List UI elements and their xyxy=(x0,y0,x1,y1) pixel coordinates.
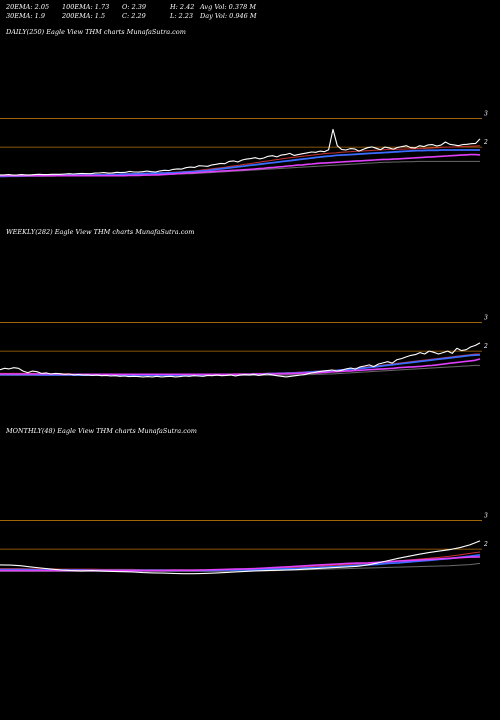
daily-chart-title: DAILY(250) Eagle View THM charts MunafaS… xyxy=(6,28,186,36)
ema20-label: 20EMA: 2.05 xyxy=(6,3,50,11)
price-line xyxy=(0,540,481,575)
ema200-label: 200EMA: 1.5 xyxy=(62,12,106,20)
daily-chart: 32 xyxy=(0,111,488,178)
ema-purple-line xyxy=(0,153,481,177)
ema30-label: 30EMA: 1.9 xyxy=(6,12,45,20)
monthly-chart: 32 xyxy=(0,513,488,575)
price-line xyxy=(0,128,481,176)
low-label: L: 2.23 xyxy=(170,12,194,20)
y-tick-label: 3 xyxy=(484,315,488,322)
weekly-chart: 32 xyxy=(0,315,488,378)
ema-blue-line xyxy=(0,554,481,572)
price-line xyxy=(0,342,481,378)
ema-purple-line xyxy=(0,556,481,572)
high-label: H: 2.42 xyxy=(170,3,195,11)
ema-blue-line xyxy=(0,354,481,376)
close-label: C: 2.29 xyxy=(122,12,146,20)
y-tick-label: 2 xyxy=(483,343,488,350)
y-tick-label: 2 xyxy=(483,541,488,548)
ema-red-line xyxy=(0,353,480,375)
ema-purple-line xyxy=(0,358,481,376)
y-tick-label: 3 xyxy=(484,111,488,118)
monthly-chart-title: MONTHLY(48) Eagle View THM charts Munafa… xyxy=(6,427,197,435)
y-tick-label: 2 xyxy=(483,139,488,146)
weekly-chart-title: WEEKLY(282) Eagle View THM charts Munafa… xyxy=(6,228,195,236)
ema100-label: 100EMA: 1.73 xyxy=(62,3,110,11)
day-volume-label: Day Vol: 0.946 M xyxy=(200,12,257,20)
open-label: O: 2.39 xyxy=(122,3,147,11)
avg-volume-label: Avg Vol: 0.378 M xyxy=(200,3,257,11)
y-tick-label: 3 xyxy=(484,513,488,520)
ema-blue-line xyxy=(0,149,480,178)
